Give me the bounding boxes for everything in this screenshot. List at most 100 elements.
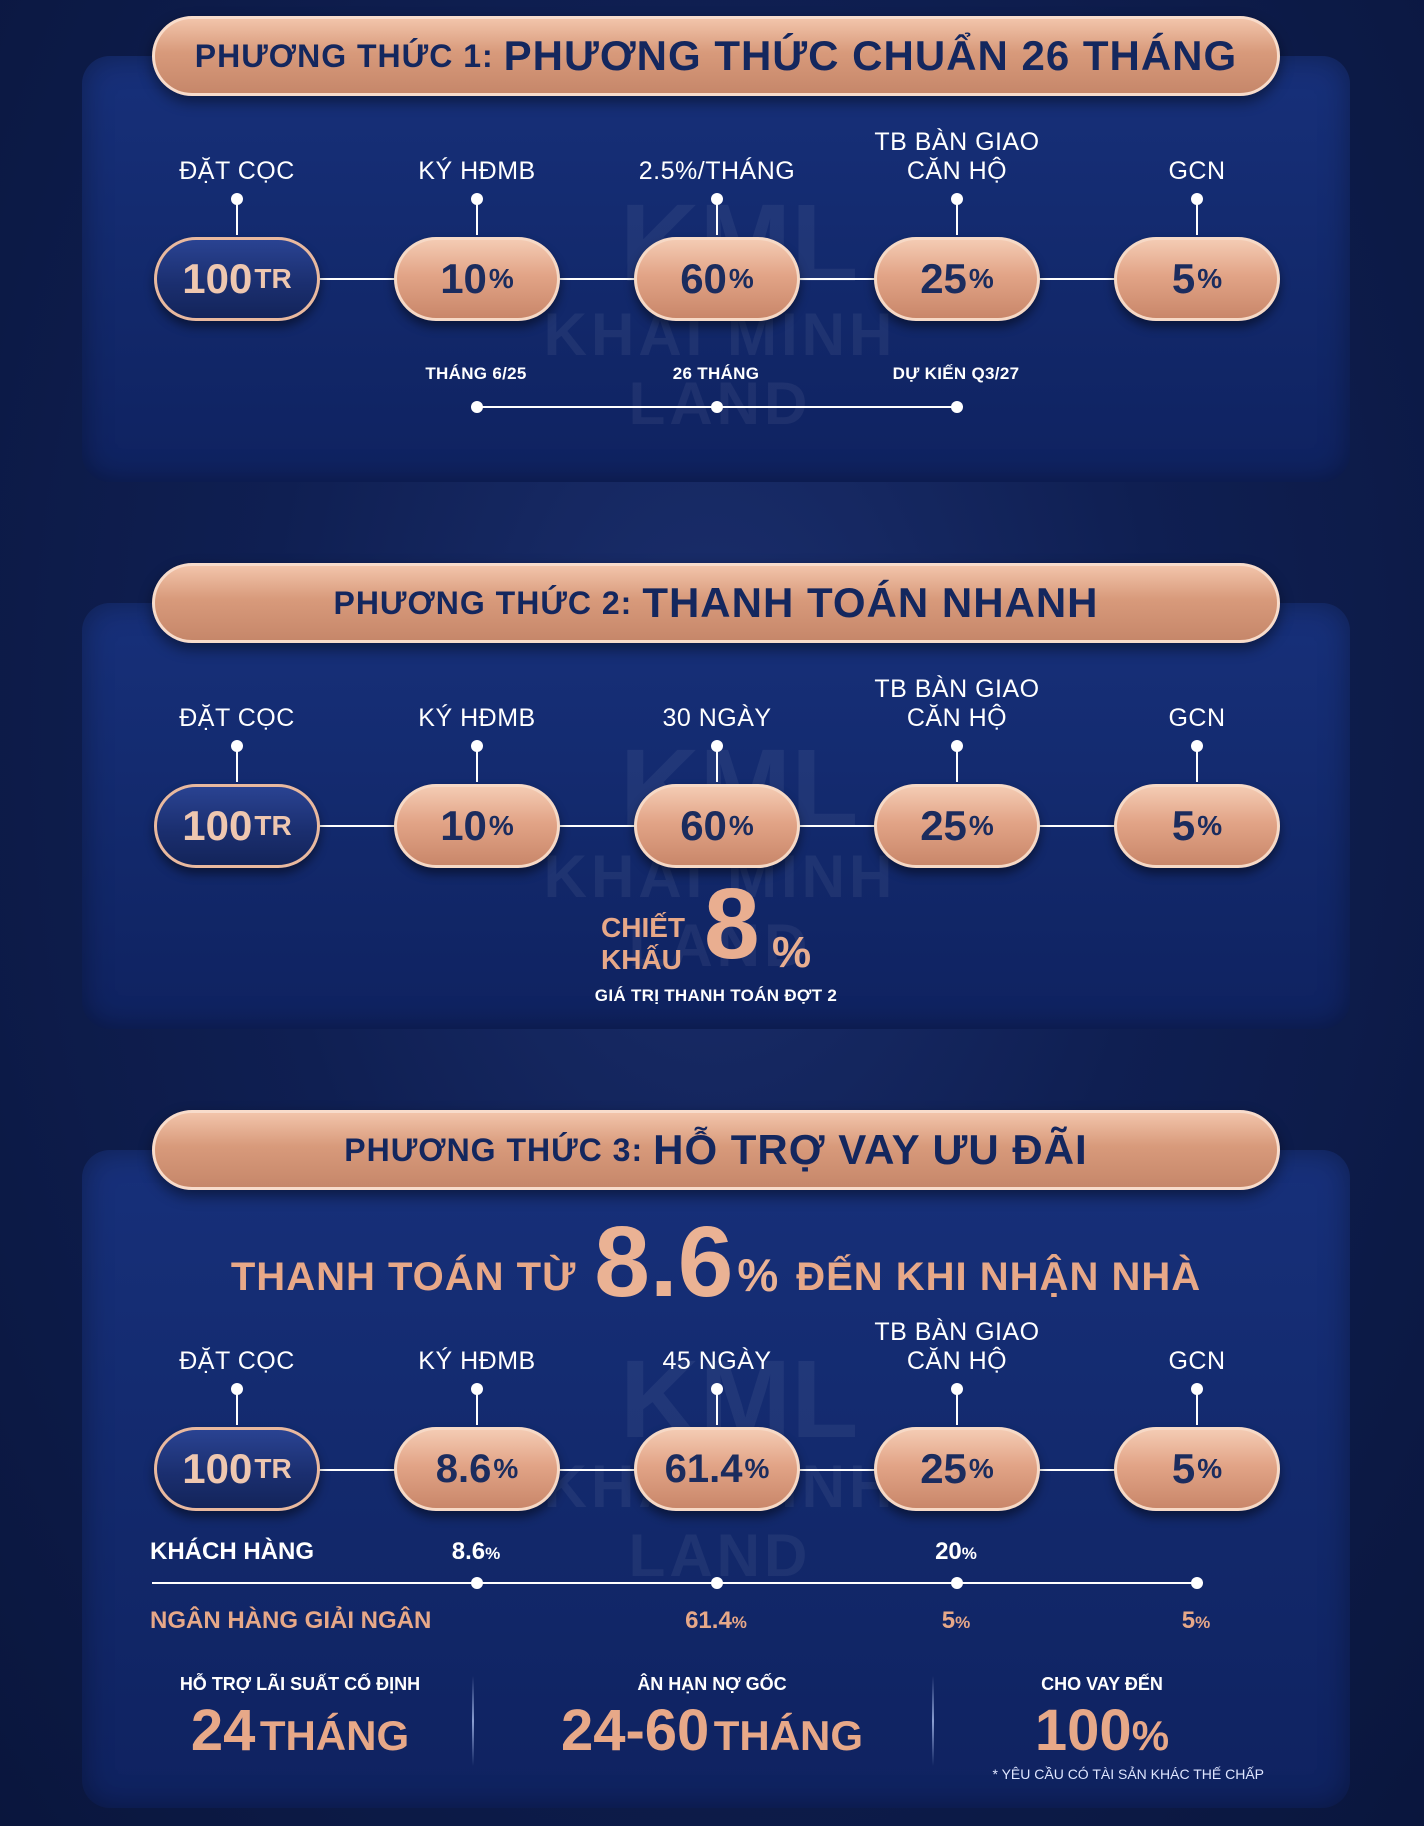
- customer-label: KHÁCH HÀNG: [150, 1538, 314, 1565]
- discount-unit: %: [772, 928, 812, 977]
- value-unit: %: [1195, 1613, 1211, 1632]
- bank-value: 5%: [896, 1607, 1016, 1635]
- discount-value: 8: [704, 868, 760, 980]
- value-number: 5: [1181, 1607, 1196, 1634]
- pill-number: 61.4: [664, 1446, 743, 1491]
- plan2-value-pill: 25%: [874, 784, 1040, 868]
- plan3-title-banner: PHƯƠNG THỨC 3: HỖ TRỢ VAY ƯU ĐÃI: [152, 1110, 1280, 1190]
- plan3-headline: THANH TOÁN TỪ 8.6 % ĐẾN KHI NHẬN NHÀ: [82, 1202, 1350, 1312]
- plan2-label-handover: TB BÀN GIAO CĂN HỘ: [837, 675, 1077, 733]
- value-unit: %: [731, 1613, 747, 1632]
- headline-value: 8.6: [594, 1206, 734, 1318]
- plan1-timeline-dot: [471, 401, 483, 413]
- plan1-deposit-pill: 100 TR: [154, 237, 320, 321]
- pill-number: 5: [1171, 802, 1196, 849]
- plan2-title-prefix: PHƯƠNG THỨC 2:: [333, 584, 633, 621]
- deposit-unit: TR: [254, 810, 292, 841]
- bank-label: NGÂN HÀNG GIẢI NGÂN: [150, 1607, 432, 1634]
- plan1-label-contract: KÝ HĐMB: [418, 157, 536, 185]
- plan2-discount-block: CHIẾT KHẤU 8 %: [596, 874, 856, 980]
- pill-number: 25: [920, 802, 967, 849]
- plan3-value-pill: 8.6%: [394, 1427, 560, 1511]
- plan2-tick: [476, 746, 478, 782]
- plan1-label-middle: 2.5%/THÁNG: [638, 157, 796, 185]
- benefit-value: 24 THÁNG: [130, 1697, 470, 1764]
- deposit-amount: 100: [182, 1445, 253, 1492]
- plan3-label-handover: TB BÀN GIAO CĂN HỘ: [837, 1318, 1077, 1376]
- discount-words: CHIẾT KHẤU: [601, 912, 685, 976]
- pill-unit: %: [744, 1453, 770, 1484]
- pill-unit: %: [1197, 810, 1223, 841]
- benefit-caption: HỖ TRỢ LÃI SUẤT CỐ ĐỊNH: [179, 1674, 421, 1694]
- plan1-value-pill: 10%: [394, 237, 560, 321]
- bank-value: 61.4%: [656, 1607, 776, 1635]
- watermark-text: KHAI MINH LAND: [543, 843, 897, 979]
- plan3-value-pill: 25%: [874, 1427, 1040, 1511]
- customer-value: 8.6%: [416, 1538, 536, 1566]
- benefit-caption: CHO VAY ĐẾN: [1041, 1674, 1163, 1694]
- deposit-unit: TR: [254, 1453, 292, 1484]
- plan1-tick: [236, 199, 238, 235]
- split-dot: [471, 1577, 483, 1589]
- customer-value: 20%: [896, 1538, 1016, 1566]
- handover-line1: TB BÀN GIAO: [874, 675, 1040, 703]
- plan1-value-pill: 5%: [1114, 237, 1280, 321]
- handover-line2: CĂN HỘ: [906, 704, 1008, 732]
- benefit-unit: THÁNG: [713, 1712, 864, 1759]
- plan1-label-handover: TB BÀN GIAO CĂN HỘ: [837, 128, 1077, 186]
- value-number: 61.4: [685, 1607, 732, 1634]
- pill-number: 25: [920, 255, 967, 302]
- plan1-title-banner: PHƯƠNG THỨC 1: PHƯƠNG THỨC CHUẨN 26 THÁN…: [152, 16, 1280, 96]
- headline-pre: THANH TOÁN TỪ: [230, 1255, 577, 1299]
- pill-unit: %: [728, 263, 754, 294]
- plan3-title-main: HỖ TRỢ VAY ƯU ĐÃI: [653, 1126, 1088, 1173]
- benefit-caption: ÂN HẠN NỢ GỐC: [637, 1674, 787, 1694]
- deposit-unit: TR: [254, 263, 292, 294]
- footnote: * YÊU CẦU CÓ TÀI SẢN KHÁC THẾ CHẤP: [992, 1766, 1264, 1782]
- headline-post: ĐẾN KHI NHẬN NHÀ: [796, 1255, 1202, 1299]
- split-dot: [711, 1577, 723, 1589]
- plan3-label-contract: KÝ HĐMB: [418, 1347, 536, 1375]
- plan2-deposit-pill: 100 TR: [154, 784, 320, 868]
- pill-number: 60: [680, 255, 727, 302]
- pill-number: 10: [440, 255, 487, 302]
- plan3-tick: [716, 1389, 718, 1425]
- plan1-timeline-dot: [951, 401, 963, 413]
- plan1-title-main: PHƯƠNG THỨC CHUẨN 26 THÁNG: [503, 32, 1238, 79]
- value-unit: %: [955, 1613, 971, 1632]
- deposit-amount: 100: [182, 255, 253, 302]
- pill-unit: %: [1197, 1453, 1223, 1484]
- benefit-big: 100: [1034, 1698, 1132, 1763]
- pill-unit: %: [728, 810, 754, 841]
- plan1-timeline-dot: [711, 401, 723, 413]
- plan3-tick: [476, 1389, 478, 1425]
- pill-number: 60: [680, 802, 727, 849]
- benefit-item: HỖ TRỢ LÃI SUẤT CỐ ĐỊNH 24 THÁNG: [130, 1674, 470, 1764]
- plan1-label-gcn: GCN: [1168, 157, 1226, 185]
- plan1-tick: [956, 199, 958, 235]
- plan2-label-gcn: GCN: [1168, 704, 1226, 732]
- pill-unit: %: [968, 1453, 994, 1484]
- handover-line2: CĂN HỘ: [906, 1347, 1008, 1375]
- value-number: 20: [935, 1538, 962, 1565]
- pill-number: 25: [920, 1445, 967, 1492]
- pill-unit: %: [968, 263, 994, 294]
- plan3-tick: [1196, 1389, 1198, 1425]
- pill-unit: %: [488, 810, 514, 841]
- plan3-label-middle: 45 NGÀY: [662, 1347, 772, 1375]
- pill-number: 5: [1171, 1445, 1196, 1492]
- pill-unit: %: [493, 1453, 519, 1484]
- plan1-label-deposit: ĐẶT CỌC: [179, 157, 295, 185]
- plan1-timeline-label: THÁNG 6/25: [425, 364, 527, 383]
- plan1-timeline-label: DỰ KIẾN Q3/27: [892, 364, 1020, 383]
- plan2-title-main: THANH TOÁN NHANH: [642, 579, 1099, 626]
- benefit-divider: [472, 1676, 474, 1766]
- plan2-discount-note: GIÁ TRỊ THANH TOÁN ĐỢT 2: [594, 986, 838, 1005]
- pill-unit: %: [1197, 263, 1223, 294]
- split-dot: [1191, 1577, 1203, 1589]
- plan3-deposit-pill: 100 TR: [154, 1427, 320, 1511]
- benefit-divider: [932, 1676, 934, 1766]
- benefit-item: ÂN HẠN NỢ GỐC 24-60 THÁNG: [492, 1674, 932, 1764]
- benefit-unit: %: [1131, 1712, 1170, 1759]
- plan1-value-pill: 25%: [874, 237, 1040, 321]
